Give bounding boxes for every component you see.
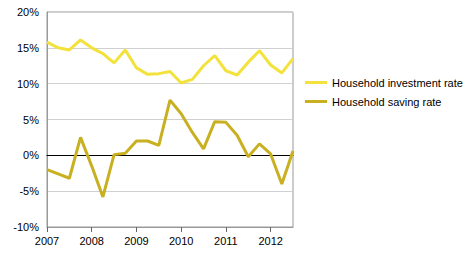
svg-text:-10%: -10%	[13, 221, 39, 233]
svg-text:-5%: -5%	[19, 185, 39, 197]
svg-text:2007: 2007	[35, 235, 59, 247]
svg-text:2010: 2010	[169, 235, 193, 247]
svg-text:2012: 2012	[258, 235, 282, 247]
svg-text:5%: 5%	[23, 114, 39, 126]
svg-text:Household investment rate: Household investment rate	[332, 77, 463, 89]
svg-text:15%: 15%	[17, 42, 39, 54]
svg-text:10%: 10%	[17, 78, 39, 90]
svg-text:0%: 0%	[23, 149, 39, 161]
svg-text:20%: 20%	[17, 6, 39, 18]
svg-text:2009: 2009	[124, 235, 148, 247]
svg-text:2008: 2008	[79, 235, 103, 247]
svg-text:Household saving rate: Household saving rate	[332, 96, 441, 108]
svg-text:2011: 2011	[214, 235, 238, 247]
